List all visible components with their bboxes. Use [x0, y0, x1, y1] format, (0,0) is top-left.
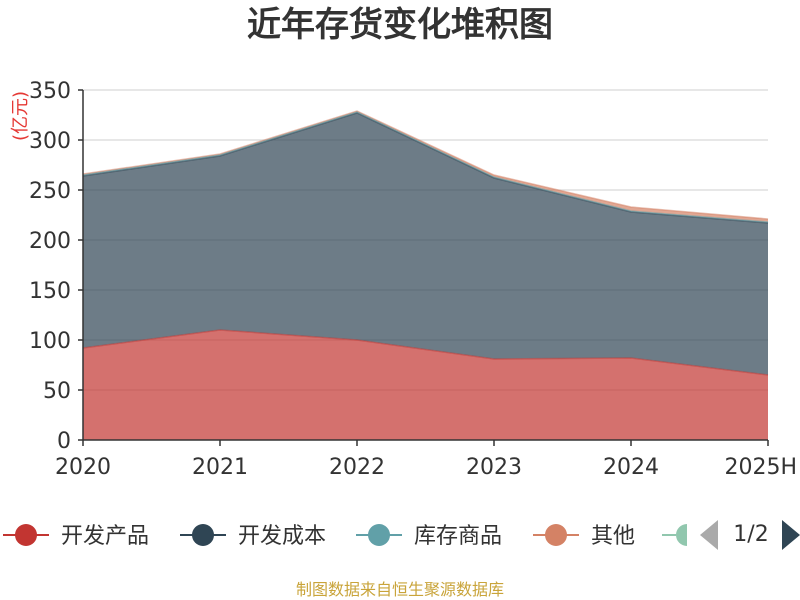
x-tick-label: 2023 — [466, 455, 522, 480]
y-tick-label: 100 — [29, 329, 71, 354]
legend-label: 开发成本 — [238, 524, 326, 549]
axes: 0 50 100 150 200 250 300 350 2020 2021 2022 2023 202… — [29, 79, 797, 480]
circle-line-marker — [15, 524, 37, 546]
legend-item[interactable]: 其他 — [533, 524, 635, 549]
x-tick-label: 2022 — [329, 455, 385, 480]
x-tick-label: 2020 — [55, 455, 111, 480]
chart-title: 近年存货变化堆积图 — [247, 5, 553, 45]
x-tick-label: 2021 — [192, 455, 248, 480]
triangle-right-icon[interactable] — [782, 520, 800, 550]
legend-item[interactable] — [662, 524, 687, 546]
series-line-4 — [82, 110, 769, 220]
circle-line-marker — [368, 524, 390, 546]
legend-item[interactable]: 开发成本 — [180, 524, 326, 549]
legend-label: 库存商品 — [414, 524, 502, 549]
y-tick-label: 0 — [57, 429, 71, 454]
legend-label: 开发产品 — [61, 524, 149, 549]
x-tick-label: 2024 — [603, 455, 659, 480]
legend-pager: 1/2 — [700, 520, 800, 550]
series-line-3 — [82, 111, 769, 223]
series-line-2 — [82, 112, 769, 224]
area-series-layer — [82, 110, 769, 440]
legend-label: 其他 — [591, 524, 635, 549]
area-series-2[interactable] — [83, 113, 768, 375]
triangle-left-icon[interactable] — [700, 520, 718, 550]
y-tick-label: 200 — [29, 229, 71, 254]
area-series-1[interactable] — [83, 330, 768, 440]
circle-line-marker — [676, 524, 687, 546]
circle-line-marker — [545, 524, 567, 546]
data-source-note: 制图数据来自恒生聚源数据库 — [296, 580, 504, 599]
legend-page-label: 1/2 — [733, 522, 768, 547]
legend-item[interactable]: 开发产品 — [3, 524, 149, 549]
legend-item[interactable]: 库存商品 — [356, 524, 502, 549]
legend: 开发产品 开发成本 库存商品 其他 — [3, 524, 687, 549]
y-tick-label: 300 — [29, 129, 71, 154]
series-line-1 — [82, 329, 769, 376]
y-tick-label: 250 — [29, 179, 71, 204]
y-tick-label: 350 — [29, 79, 71, 104]
y-tick-label: 50 — [43, 379, 71, 404]
circle-line-marker — [192, 524, 214, 546]
y-tick-label: 150 — [29, 279, 71, 304]
y-axis-unit-label: (亿元) — [10, 91, 31, 141]
x-tick-label: 2025H — [724, 455, 797, 480]
